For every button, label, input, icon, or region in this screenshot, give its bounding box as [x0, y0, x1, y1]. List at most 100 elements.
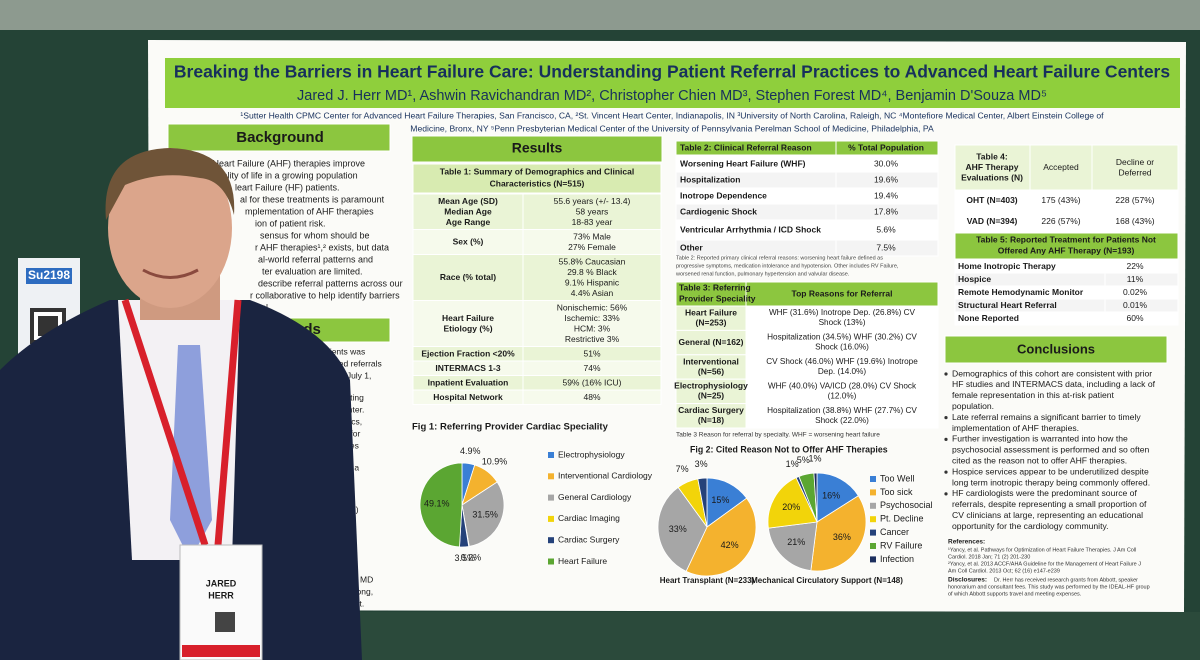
table-value: 5.6%: [876, 224, 896, 234]
table-label: Mean Age (SD): [438, 196, 498, 206]
pie-label: 42%: [721, 540, 739, 550]
table-cell: [835, 239, 939, 257]
disclosure-text: of which Abbott supports travel and meet…: [948, 591, 1082, 597]
background-text: al-world referral patterns and: [258, 254, 373, 264]
table-value: Shock (22.0%): [815, 416, 869, 425]
poster-content: Breaking the Barriers in Heart Failure C…: [167, 62, 1179, 608]
table-value: 60%: [1126, 313, 1143, 323]
pie-label: 49.1%: [424, 499, 450, 509]
conclusion-text: Further investigation is warranted into …: [952, 434, 1128, 444]
methods-text: patients was: [318, 346, 365, 356]
table-value: Restrictive 3%: [565, 334, 620, 344]
pie-slice: [697, 477, 708, 528]
conclusion-text: psychosocial assessment is performed and…: [952, 445, 1149, 455]
pie-label: 0.2%: [461, 552, 482, 562]
table-header: [835, 140, 939, 156]
conclusion-text: Hospice services appear to be underutili…: [952, 466, 1149, 476]
table-caption: worsened renal function, pulmonary hyper…: [675, 271, 850, 277]
table-caption: Table 2: Reported primary clinical refer…: [676, 255, 883, 261]
legend-label: Pt. Decline: [880, 514, 924, 524]
table-value: 27% Female: [568, 242, 616, 252]
background-text: d quality of life in a growing populatio…: [205, 170, 358, 180]
reference-text: Cardiol. 2018 Jan; 71 (2) 201-230: [948, 554, 1030, 560]
pie-label: 20%: [782, 502, 800, 512]
table-label: Hospitalization: [680, 174, 740, 184]
legend-label: Interventional Cardiology: [558, 471, 653, 481]
table-cell: [522, 254, 662, 301]
table-value: 30.0%: [874, 158, 899, 168]
reference-text: ²Yancy, et al. 2013 ACCF/AHA Guideline f…: [948, 561, 1141, 567]
conclusion-text: female representation in this at-risk pa…: [952, 390, 1115, 400]
legend-swatch: [548, 452, 554, 458]
table-value: 18-83 year: [572, 217, 613, 227]
table-value: 59% (16% ICU): [562, 377, 621, 387]
table-cell: [522, 193, 662, 230]
table-label: Ventricular Arrhythmia / ICD Shock: [680, 224, 821, 234]
pie-slice: [767, 521, 818, 572]
legend-swatch: [870, 476, 876, 482]
table-label: Interventional: [683, 356, 739, 366]
table-label: Cardiogenic Shock: [680, 206, 757, 216]
table-value: Nonischemic: 56%: [557, 302, 628, 312]
lanyard: [121, 298, 209, 547]
references-heading: References:: [948, 539, 985, 546]
table-label: OHT (N=403): [966, 195, 1017, 205]
reference-text: ¹Yancy, et al. Pathways for Optimization…: [948, 547, 1136, 553]
section-heading: Conclusions: [1017, 341, 1095, 356]
background-text: mplementation of AHF therapies: [245, 206, 374, 216]
legend-swatch: [870, 556, 876, 563]
table-value: Ischemic: 33%: [564, 313, 620, 323]
table-label: Hospice: [958, 274, 991, 284]
table-value: 19.4%: [874, 190, 899, 200]
table-title: [412, 163, 662, 194]
conclusion-text: implementation of AHF therapies.: [952, 423, 1079, 433]
table-value: 175 (43%): [1041, 195, 1080, 205]
table-label: None Reported: [958, 313, 1019, 323]
table-label: (N=25): [698, 391, 724, 401]
table-value: 19.6%: [874, 174, 899, 184]
background-text: sensus for whom should be: [260, 230, 370, 240]
table-label: Ejection Fraction <20%: [421, 348, 515, 358]
conclusion-text: Demographics of this cohort are consiste…: [952, 368, 1152, 378]
table-label: Median Age: [444, 206, 492, 216]
table-value: 55.8% Caucasian: [559, 256, 626, 266]
table-cell: [745, 403, 939, 429]
section-heading: Results: [512, 140, 563, 156]
pie-slice: [813, 472, 818, 523]
table-label: Other: [680, 242, 703, 252]
table-value: WHF (40.0%) VA/ICD (28.0%) CV Shock: [768, 381, 917, 390]
legend-label: Electrophysiology: [558, 449, 625, 459]
legend-swatch: [548, 473, 554, 480]
pie-slice: [810, 495, 867, 572]
table-cell: [522, 300, 662, 347]
pie-slice: [767, 477, 818, 529]
pie-label: 36%: [833, 532, 851, 542]
table-value: WHF (31.6%) Inotrope Dep. (26.8%) CV: [769, 308, 916, 317]
legend-label: General Cardiology: [558, 492, 632, 502]
conclusion-text: HF cardiologists were the predominant so…: [952, 488, 1137, 498]
table-cell: [675, 305, 747, 331]
bullet: [944, 437, 948, 441]
badge-qr: [215, 612, 235, 632]
table-header-text: Table 2: Clinical Referral Reason: [680, 142, 812, 152]
legend-swatch: [870, 489, 876, 496]
conclusion-text: Late referral remains a significant barr…: [952, 412, 1141, 422]
conclusion-text: HF studies and INTERMACS data, including…: [952, 379, 1156, 389]
pie-slice: [657, 486, 708, 572]
conclusion-text: opportunity for the cardiology community…: [952, 521, 1109, 531]
conclusion-text: long term inotropic therapy being common…: [952, 477, 1150, 487]
pie-slice: [419, 462, 463, 548]
badge-band: [182, 645, 260, 657]
methods-text: mpleted referrals: [318, 358, 382, 368]
table-value: Hospitalization (38.8%) WHF (27.7%) CV: [767, 406, 917, 415]
bullet: [944, 372, 948, 376]
table-label: General (N=162): [679, 337, 744, 347]
table-title: Characteristics (N=515): [490, 178, 585, 188]
background-text: leart Failure (HF) patients.: [235, 182, 340, 192]
bullet: [944, 470, 948, 474]
background-text: r collaborative to help identify barrier…: [250, 290, 400, 300]
table-value: 22%: [1126, 261, 1143, 271]
table-value: 73% Male: [573, 231, 611, 241]
legend-label: RV Failure: [880, 540, 922, 550]
legend-label: Too sick: [880, 487, 913, 497]
